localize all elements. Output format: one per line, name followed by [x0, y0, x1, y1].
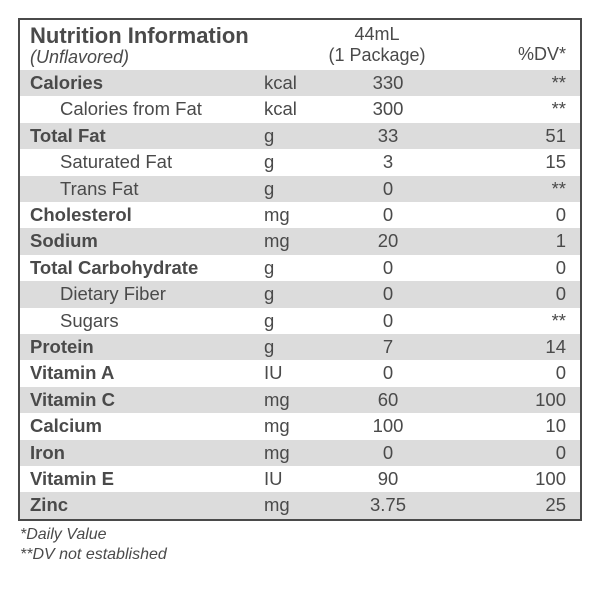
header-title: Nutrition Information — [30, 24, 302, 48]
nutrient-name: Calories from Fat — [20, 96, 254, 122]
nutrient-name: Total Carbohydrate — [20, 255, 254, 281]
nutrient-unit: g — [254, 255, 330, 281]
nutrient-unit: mg — [254, 202, 330, 228]
nutrient-dv: 15 — [446, 149, 580, 175]
nutrient-unit: IU — [254, 466, 330, 492]
nutrient-dv: ** — [446, 176, 580, 202]
nutrient-dv: 51 — [446, 123, 580, 149]
nutrient-amount: 0 — [330, 255, 446, 281]
table-row: Calciummg10010 — [20, 413, 580, 439]
nutrient-amount: 100 — [330, 413, 446, 439]
nutrient-dv: 100 — [446, 387, 580, 413]
table-row: Saturated Fatg315 — [20, 149, 580, 175]
nutrient-dv: 1 — [446, 228, 580, 254]
nutrient-amount: 60 — [330, 387, 446, 413]
footnotes: *Daily Value **DV not established — [18, 525, 582, 565]
nutrient-dv: 0 — [446, 202, 580, 228]
nutrient-name: Vitamin E — [20, 466, 254, 492]
nutrient-dv: 0 — [446, 255, 580, 281]
header-dv: %DV* — [452, 24, 570, 68]
nutrient-unit: kcal — [254, 96, 330, 122]
nutrient-unit: mg — [254, 440, 330, 466]
nutrient-name: Calcium — [20, 413, 254, 439]
nutrient-unit: mg — [254, 492, 330, 518]
nutrient-name: Zinc — [20, 492, 254, 518]
nutrient-dv: ** — [446, 96, 580, 122]
nutrient-dv: ** — [446, 308, 580, 334]
nutrient-unit: IU — [254, 360, 330, 386]
nutrient-amount: 0 — [330, 308, 446, 334]
serving-package: (1 Package) — [302, 45, 452, 66]
nutrient-unit: mg — [254, 228, 330, 254]
nutrient-dv: 0 — [446, 360, 580, 386]
table-row: Sugarsg0** — [20, 308, 580, 334]
nutrient-dv: 10 — [446, 413, 580, 439]
nutrient-unit: g — [254, 176, 330, 202]
nutrient-unit: g — [254, 149, 330, 175]
nutrient-name: Trans Fat — [20, 176, 254, 202]
nutrient-unit: mg — [254, 387, 330, 413]
nutrient-amount: 7 — [330, 334, 446, 360]
nutrient-name: Sodium — [20, 228, 254, 254]
table-row: Vitamin Cmg60100 — [20, 387, 580, 413]
nutrient-amount: 33 — [330, 123, 446, 149]
table-row: Ironmg00 — [20, 440, 580, 466]
nutrient-name: Sugars — [20, 308, 254, 334]
nutrient-amount: 0 — [330, 440, 446, 466]
nutrient-amount: 3 — [330, 149, 446, 175]
nutrition-panel: Nutrition Information (Unflavored) 44mL … — [18, 18, 582, 521]
nutrient-dv: 0 — [446, 440, 580, 466]
table-row: Trans Fatg0** — [20, 176, 580, 202]
nutrient-unit: g — [254, 308, 330, 334]
nutrient-unit: g — [254, 281, 330, 307]
nutrient-dv: ** — [446, 70, 580, 96]
nutrient-amount: 300 — [330, 96, 446, 122]
table-row: Cholesterolmg00 — [20, 202, 580, 228]
nutrient-name: Protein — [20, 334, 254, 360]
nutrient-name: Vitamin A — [20, 360, 254, 386]
nutrient-amount: 330 — [330, 70, 446, 96]
table-row: Calories from Fatkcal300** — [20, 96, 580, 122]
header-subtitle: (Unflavored) — [30, 48, 302, 68]
nutrient-name: Total Fat — [20, 123, 254, 149]
nutrient-amount: 0 — [330, 176, 446, 202]
nutrient-dv: 0 — [446, 281, 580, 307]
table-row: Proteing714 — [20, 334, 580, 360]
nutrient-name: Cholesterol — [20, 202, 254, 228]
nutrient-dv: 25 — [446, 492, 580, 518]
nutrient-name: Vitamin C — [20, 387, 254, 413]
table-row: Vitamin AIU00 — [20, 360, 580, 386]
serving-size: 44mL — [302, 24, 452, 45]
nutrition-table: Calorieskcal330**Calories from Fatkcal30… — [20, 70, 580, 519]
nutrient-dv: 14 — [446, 334, 580, 360]
nutrient-name: Calories — [20, 70, 254, 96]
nutrient-amount: 3.75 — [330, 492, 446, 518]
nutrient-amount: 20 — [330, 228, 446, 254]
nutrient-unit: mg — [254, 413, 330, 439]
nutrient-unit: kcal — [254, 70, 330, 96]
table-row: Total Carbohydrateg00 — [20, 255, 580, 281]
table-row: Dietary Fiberg00 — [20, 281, 580, 307]
nutrient-name: Saturated Fat — [20, 149, 254, 175]
table-row: Zincmg3.7525 — [20, 492, 580, 518]
footnote-daily-value: *Daily Value — [20, 525, 582, 545]
footnote-not-established: **DV not established — [20, 545, 582, 565]
nutrient-unit: g — [254, 334, 330, 360]
header-serving: 44mL (1 Package) — [302, 24, 452, 68]
nutrient-name: Iron — [20, 440, 254, 466]
table-row: Calorieskcal330** — [20, 70, 580, 96]
nutrient-dv: 100 — [446, 466, 580, 492]
nutrition-header: Nutrition Information (Unflavored) 44mL … — [20, 20, 580, 70]
table-row: Sodiummg201 — [20, 228, 580, 254]
nutrient-amount: 0 — [330, 281, 446, 307]
nutrient-amount: 90 — [330, 466, 446, 492]
table-row: Total Fatg3351 — [20, 123, 580, 149]
nutrient-amount: 0 — [330, 360, 446, 386]
table-row: Vitamin EIU90100 — [20, 466, 580, 492]
header-left: Nutrition Information (Unflavored) — [30, 24, 302, 68]
nutrient-name: Dietary Fiber — [20, 281, 254, 307]
nutrient-unit: g — [254, 123, 330, 149]
nutrient-amount: 0 — [330, 202, 446, 228]
